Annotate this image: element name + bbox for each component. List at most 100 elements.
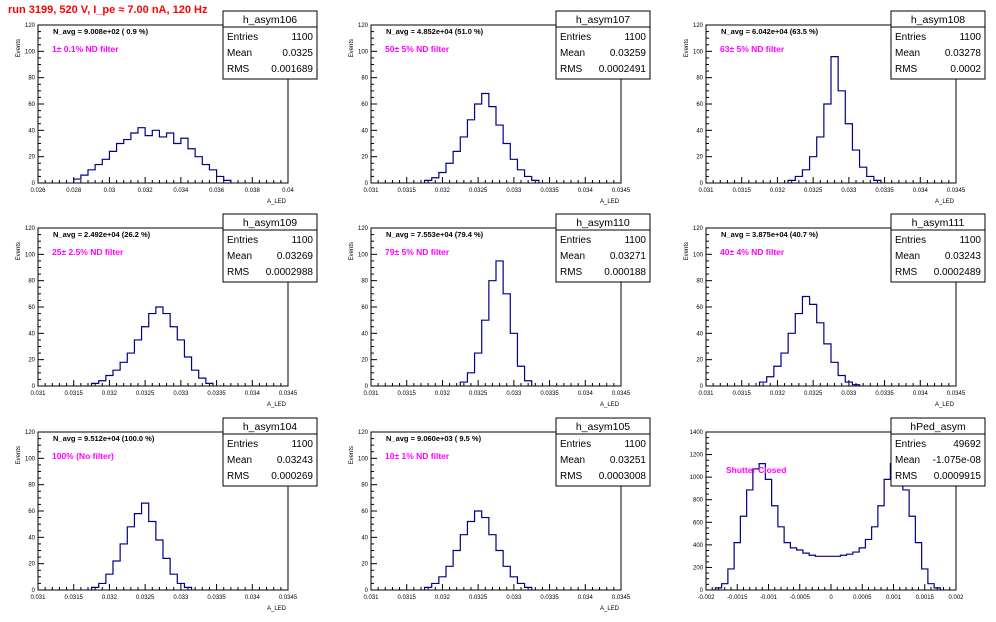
x-tick-label: 0.031 [30,391,46,397]
y-tick-label: 0 [32,181,36,187]
x-tick-label: 0.033 [506,391,522,397]
histogram-panel: 0 20 40 60 80 100 120 0.031 0.0315 0.032 0.0325 0.0… [349,10,651,205]
x-tick-label: 0.0315 [398,188,417,194]
x-axis-label: A_LED [600,402,620,408]
x-tick-label: 0 [829,595,833,601]
y-axis-label: Events [16,242,22,260]
histogram-line [714,463,941,590]
y-tick-label: 120 [693,23,704,29]
filter-annotation: Shutter Closed [726,465,786,475]
y-axis-label: Events [349,39,355,57]
y-tick-label: 100 [358,456,369,462]
x-tick-label: 0.033 [173,595,189,601]
x-tick-label: 0.0335 [875,391,894,397]
y-tick-label: 80 [28,483,35,489]
stats-box [555,10,651,80]
y-tick-label: 100 [25,456,36,462]
y-tick-label: 60 [28,102,35,108]
y-tick-label: 120 [25,226,36,232]
x-tick-label: 0.034 [913,188,929,194]
x-tick-label: 0.0345 [947,391,966,397]
stats-label: Mean [227,455,252,466]
stats-label: RMS [895,64,918,75]
y-tick-label: 80 [28,279,35,285]
histogram-name: hPed_asym [910,421,966,433]
stats-value: 1100 [959,235,981,246]
stats-value: 0.0009915 [934,471,982,482]
stats-label: RMS [227,64,250,75]
x-tick-label: 0.032 [435,391,451,397]
x-tick-label: -0.001 [760,595,778,601]
histogram-panel: 0 200 400 600 800 1000 1200 1400 -0.002 -0.0015 -0… [690,417,986,601]
stats-value: 0.000269 [271,471,313,482]
y-tick-label: 0 [700,588,704,594]
navg-text: N_avg = 7.553e+04 (79.4 %) [386,230,484,239]
stats-label: RMS [895,267,918,278]
stats-value: 0.0002491 [599,64,647,75]
x-tick-label: 0.031 [30,595,46,601]
navg-text: N_avg = 9.008e+02 ( 0.9 %) [53,27,149,36]
stats-label: Entries [895,32,926,43]
y-tick-label: 40 [361,331,368,337]
histogram-name: h_asym106 [243,14,297,26]
stats-label: RMS [560,471,583,482]
x-tick-label: 0.0345 [612,391,631,397]
x-tick-label: 0.031 [698,391,714,397]
stats-box [890,417,986,487]
filter-annotation: 79± 5% ND filter [385,247,450,257]
navg-text: N_avg = 3.875e+04 (40.7 %) [721,230,819,239]
x-tick-label: 0.0325 [136,391,155,397]
stats-box [555,417,651,487]
stats-value: 0.03259 [610,48,647,59]
histogram-line [423,92,540,183]
stats-box [222,417,318,487]
y-tick-label: 80 [361,483,368,489]
x-tick-label: 0.0325 [469,391,488,397]
filter-annotation: 25± 2.5% ND filter [52,247,124,257]
stats-label: Entries [560,32,591,43]
navg-text: N_avg = 2.492e+04 (26.2 %) [53,230,151,239]
x-tick-label: 0.032 [435,188,451,194]
stats-label: Mean [895,48,920,59]
x-tick-label: 0.0345 [279,595,298,601]
x-tick-label: 0.032 [102,391,118,397]
histogram-panel: 0 20 40 60 80 100 120 0.031 0.0315 0.032 0.0325 0.0… [349,417,651,612]
histogram-line [73,127,232,183]
x-tick-label: 0.0335 [207,595,226,601]
stats-label: RMS [895,471,918,482]
y-tick-label: 800 [693,498,704,504]
stats-value: 0.03251 [610,455,647,466]
y-axis-label: Events [349,242,355,260]
stats-value: 0.03271 [610,251,647,262]
y-tick-label: 40 [361,128,368,134]
stats-value: 1100 [959,32,981,43]
x-tick-label: 0.031 [363,188,379,194]
y-tick-label: 80 [28,76,35,82]
stats-label: RMS [227,471,250,482]
stats-value: 0.0002489 [934,267,982,278]
stats-value: 1100 [291,439,313,450]
y-axis-label: Events [349,446,355,464]
stats-value: 0.0325 [282,48,313,59]
y-tick-label: 40 [28,128,35,134]
y-tick-label: 120 [358,430,369,436]
x-tick-label: 0.032 [770,391,786,397]
stats-value: 0.03243 [945,251,982,262]
y-tick-label: 60 [28,305,35,311]
x-tick-label: 0.0315 [398,391,417,397]
x-tick-label: 0.034 [913,391,929,397]
stats-value: 49692 [953,439,981,450]
histogram-panel: 0 20 40 60 80 100 120 0.031 0.0315 0.032 0.0325 0.0… [349,213,651,408]
x-tick-label: 0.0325 [469,595,488,601]
y-tick-label: 100 [25,49,36,55]
y-tick-label: 0 [700,181,704,187]
histogram-line [90,306,214,386]
x-tick-label: 0.04 [282,188,294,194]
x-tick-label: 0.0335 [875,188,894,194]
y-tick-label: 120 [25,23,36,29]
stats-box [555,213,651,283]
x-tick-label: 0.03 [104,188,116,194]
x-tick-label: 0.0015 [916,595,935,601]
stats-label: Mean [895,455,920,466]
histogram-panel: 0 20 40 60 80 100 120 0.026 0.028 0.03 0.032 0.034 0… [16,10,318,205]
